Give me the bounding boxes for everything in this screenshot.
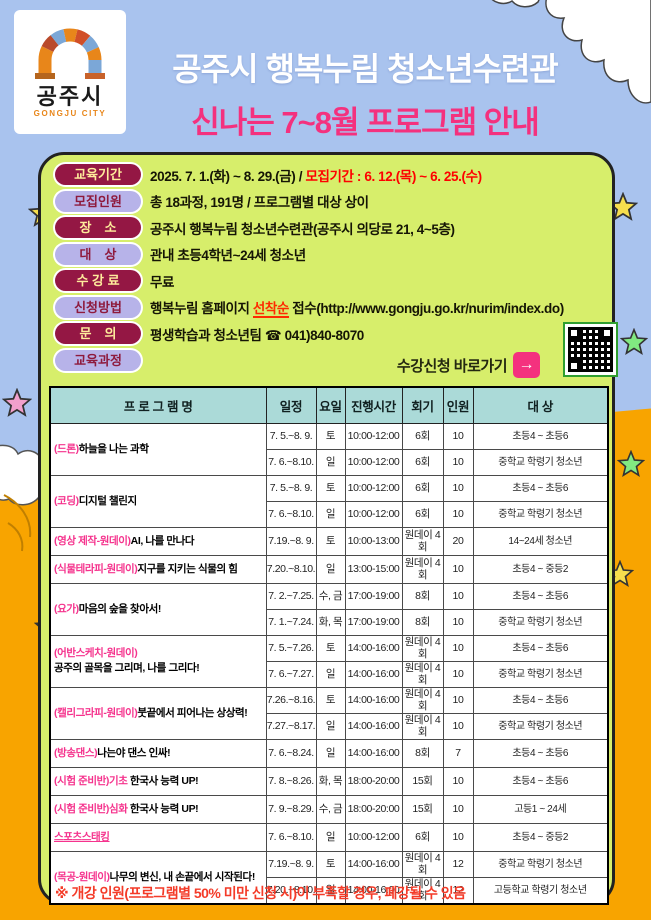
table-row: (영상 제작-원데이)AI, 나를 만나다 7.19.~8. 9. 토 10:00-… [49, 527, 609, 556]
star-icon [620, 328, 648, 355]
program-name-cell: (방송댄스)나는야 댄스 인싸! [49, 739, 267, 768]
apply-value: 행복누림 홈페이지 선착순 접수(http://www.gongju.go.kr… [150, 301, 564, 318]
table-row: 7.27.~8.17. 일 14:00-16:00 원데이 4회 10 중학교 학령기 청… [50, 713, 609, 740]
col-time: 진행시간 [344, 386, 403, 424]
swirl-lines [3, 494, 32, 552]
program-name-cell: (시험 준비반)기초 한국사 능력 UP! [49, 767, 267, 796]
cloud-icon [491, 0, 651, 104]
table-row: (식물테라피-원데이)지구를 지키는 식물의 힘 7.20.~8.10. 일 13:… [49, 555, 609, 584]
program-name-cell: (코딩)디지털 챌린지 [49, 475, 267, 528]
program-name-cell: (드론)하늘을 나는 과학 [49, 423, 267, 476]
cancellation-note: ※ 개강 인원(프로그램별 50% 미만 신청 시)이 부족할 경우, 폐강될 … [55, 885, 466, 901]
col-dates: 일정 [265, 386, 317, 424]
table-row: (캘리그라피-원데이)붓끝에서 피어나는 상상력! 7.26.~8.16. 토 14… [49, 687, 609, 740]
fee-value: 무료 [150, 274, 175, 290]
table-row: 7. 1.~7.24. 화, 목 17:00-19:00 8회 10 중학교 학령기 청소… [50, 609, 609, 636]
logo-english: GONGJU CITY [33, 109, 107, 118]
qr-code[interactable] [563, 322, 618, 377]
table-row: (시험 준비반)기초 한국사 능력 UP! 7. 8.~8.26. 화, 목 18:… [49, 767, 609, 796]
capacity-value: 총 18과정, 191명 / 프로그램별 대상 상이 [150, 195, 369, 210]
page-title: 공주시 행복누림 청소년수련관 [172, 51, 559, 87]
table-header-row: 프 로 그 램 명 일정 요일 진행시간 회기 인원 대 상 [49, 386, 609, 424]
apply-shortcut-label: 수강신청 바로가기 [396, 357, 508, 375]
col-target: 대 상 [472, 386, 609, 424]
info-row-curriculum: 교육과정 [55, 349, 604, 371]
star-icon [617, 450, 645, 477]
table-row: 스포츠스태킹 7. 6.~8.10. 일 10:00-12:00 6회 10 초등4 ~ … [49, 823, 609, 852]
contact-value: 평생학습과 청소년팀 ☎ 041)840-8070 [150, 327, 364, 343]
table-row: (요가)마음의 숲을 찾아서! 7. 2.~7.25. 수, 금 17:00-19:… [49, 583, 609, 636]
arrow-button[interactable]: → [513, 352, 540, 378]
apply-shortcut: 수강신청 바로가기 → [397, 352, 540, 378]
edu-period-value: 2025. 7. 1.(화) ~ 8. 29.(금) / 모집기간 : 6. 1… [150, 168, 482, 184]
table-row: (코딩)디지털 챌린지 7. 5.~8. 9. 토 10:00-12:00 6회 10 초… [49, 475, 609, 528]
star-icon [2, 388, 32, 417]
gongju-city-logo: 공주시 GONGJU CITY [14, 10, 126, 134]
table-row: 7. 6.~7.27. 일 14:00-16:00 원데이 4회 10 중학교 학령기 청… [50, 661, 609, 688]
main-panel: 교육기간 2025. 7. 1.(화) ~ 8. 29.(금) / 모집기간 :… [38, 152, 618, 905]
arch-icon [35, 28, 105, 79]
table-row: 7.20.~8.10. 일 14:00-16:00 원데이 4회 12 고등학교 학령기 … [50, 877, 609, 905]
badge-edu-period: 교육기간 [55, 164, 141, 185]
first-come-highlight: 선착순 [252, 301, 289, 318]
col-day: 요일 [315, 386, 346, 424]
badge-apply: 신청방법 [55, 296, 141, 318]
info-row-edu-period: 교육기간 2025. 7. 1.(화) ~ 8. 29.(금) / 모집기간 :… [55, 164, 604, 185]
badge-fee: 수 강 료 [55, 270, 141, 291]
badge-contact: 문 의 [55, 323, 141, 344]
info-row-target: 대 상 관내 초등4학년~24세 청소년 [55, 243, 604, 265]
qr-finder-icon [601, 327, 613, 339]
badge-capacity: 모집인원 [55, 190, 141, 212]
qr-finder-icon [568, 327, 580, 339]
qr-finder-icon [568, 360, 580, 372]
program-name-cell: (어반스케치-원데이) 공주의 골목을 그리며, 나를 그리다! [49, 635, 267, 688]
info-row-place: 장 소 공주시 행복누림 청소년수련관(공주시 의당로 21, 4~5층) [55, 217, 604, 238]
program-name-cell: (캘리그라피-원데이)붓끝에서 피어나는 상상력! [49, 687, 267, 740]
program-name-cell: 스포츠스태킹 [49, 823, 267, 852]
info-row-fee: 수 강 료 무료 [55, 270, 604, 291]
program-name-cell: (식물테라피-원데이)지구를 지키는 식물의 힘 [49, 555, 267, 584]
col-program: 프 로 그 램 명 [49, 386, 267, 424]
program-name-cell: (시험 준비반)심화 한국사 능력 UP! [49, 795, 267, 824]
apply-url[interactable]: 접수(http://www.gongju.go.kr/nurim/index.d… [288, 301, 564, 316]
badge-curriculum: 교육과정 [55, 349, 141, 371]
page-subtitle: 신나는 7~8월 프로그램 안내 [191, 105, 540, 140]
program-schedule-table: 프 로 그 램 명 일정 요일 진행시간 회기 인원 대 상 (드론)하늘을 나… [49, 386, 609, 905]
table-row: (시험 준비반)심화 한국사 능력 UP! 7. 9.~8.29. 수, 금 18:… [49, 795, 609, 824]
table-row: (어반스케치-원데이) 공주의 골목을 그리며, 나를 그리다! 7. 5.~7.… [49, 635, 609, 688]
info-row-capacity: 모집인원 총 18과정, 191명 / 프로그램별 대상 상이 [55, 190, 604, 212]
table-row: (목공-원데이)나무의 변신, 내 손끝에서 시작된다! 7.19.~8. 9.… [49, 851, 609, 905]
col-seats: 인원 [442, 386, 474, 424]
table-row: (방송댄스)나는야 댄스 인싸! 7. 6.~8.24. 일 14:00-16:00… [49, 739, 609, 768]
place-value: 공주시 행복누림 청소년수련관(공주시 의당로 21, 4~5층) [150, 221, 455, 237]
table-row: (드론)하늘을 나는 과학 7. 5.~8. 9. 토 10:00-12:00 6회 1… [49, 423, 609, 476]
info-row-apply: 신청방법 행복누림 홈페이지 선착순 접수(http://www.gongju.… [55, 296, 604, 318]
info-section: 교육기간 2025. 7. 1.(화) ~ 8. 29.(금) / 모집기간 :… [55, 164, 604, 376]
badge-target: 대 상 [55, 243, 141, 265]
col-sessions: 회기 [401, 386, 444, 424]
badge-place: 장 소 [55, 217, 141, 238]
recruit-period-value: 모집기간 : 6. 12.(목) ~ 6. 25.(수) [305, 168, 482, 184]
program-name-cell: (요가)마음의 숲을 찾아서! [49, 583, 267, 636]
info-row-contact: 문 의 평생학습과 청소년팀 ☎ 041)840-8070 [55, 323, 604, 344]
program-name-cell: (목공-원데이)나무의 변신, 내 손끝에서 시작된다! [49, 851, 267, 905]
target-value: 관내 초등4학년~24세 청소년 [150, 248, 306, 263]
qr-modules [568, 327, 613, 372]
logo-korean: 공주시 [36, 84, 104, 109]
header: 공주시 행복누림 청소년수련관 신나는 7~8월 프로그램 안내 [100, 44, 630, 142]
table-row: 7. 6.~8.10. 일 10:00-12:00 6회 10 중학교 학령기 청소년 [50, 449, 609, 476]
program-name-cell: (영상 제작-원데이)AI, 나를 만나다 [49, 527, 267, 556]
